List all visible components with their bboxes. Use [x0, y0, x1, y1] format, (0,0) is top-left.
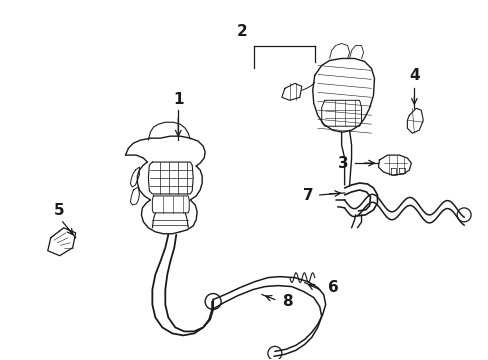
- Text: 3: 3: [337, 156, 348, 171]
- Text: 4: 4: [408, 68, 419, 84]
- Text: 2: 2: [237, 23, 247, 39]
- Text: 5: 5: [53, 203, 64, 218]
- Text: 1: 1: [173, 92, 183, 107]
- Text: 6: 6: [327, 280, 338, 295]
- Text: 7: 7: [303, 188, 313, 203]
- Text: 8: 8: [281, 294, 292, 309]
